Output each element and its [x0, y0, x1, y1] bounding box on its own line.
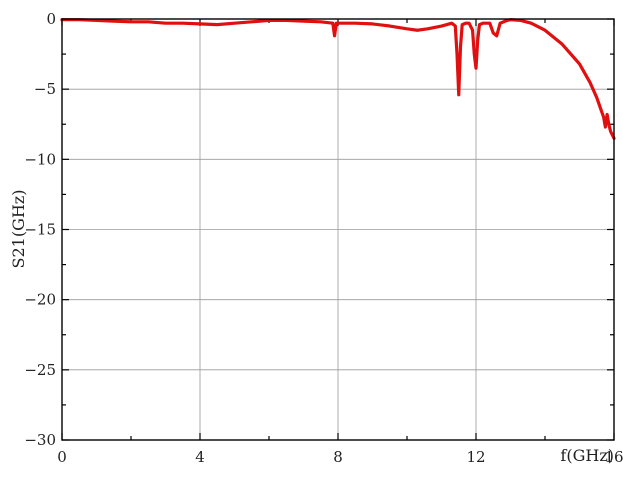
- plot-frame: [61, 18, 615, 441]
- x-tick-label: 0: [57, 448, 67, 466]
- series-layer: [60, 18, 616, 140]
- y-tick-label: −25: [24, 361, 56, 379]
- y-tick-label: −10: [24, 150, 56, 168]
- x-axis-label: f(GHz): [560, 446, 614, 465]
- y-tick-label: 0: [46, 10, 56, 28]
- x-tick-label: 16: [604, 448, 623, 466]
- y-axis-label: S21(GHz): [9, 190, 28, 269]
- y-tick-label: −5: [34, 80, 56, 98]
- x-tick-label: 8: [333, 448, 343, 466]
- grid-lines: [62, 19, 614, 440]
- x-tick-label: 12: [466, 448, 485, 466]
- x-tick-labels: 0 4 8 12 16: [57, 448, 623, 466]
- y-tick-labels: 0 −5 −10 −15 −20 −25 −30: [24, 10, 56, 449]
- y-tick-label: −20: [24, 291, 56, 309]
- y-tick-label: −30: [24, 431, 56, 449]
- y-tick-label: −15: [24, 221, 56, 239]
- series-line-1: [60, 18, 616, 140]
- x-tick-label: 4: [195, 448, 205, 466]
